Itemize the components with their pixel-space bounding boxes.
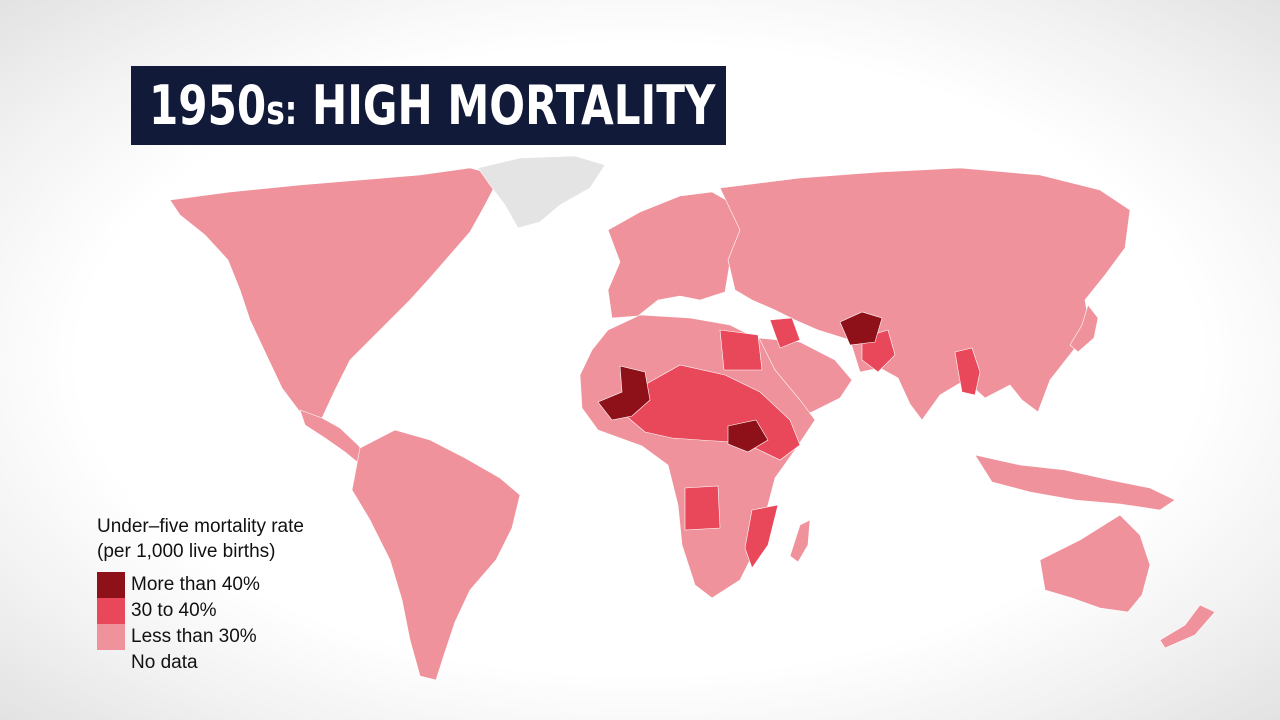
legend-label-high: More than 40%: [131, 574, 260, 595]
region-angola[interactable]: [684, 485, 721, 531]
legend-item-low: Less than 30%: [97, 624, 397, 650]
title-headline: HIGH MORTALITY: [311, 74, 716, 137]
region-madagascar[interactable]: [789, 519, 811, 563]
region-russia-asia[interactable]: [719, 167, 1131, 421]
legend-item-high: More than 40%: [97, 572, 397, 598]
region-south-america[interactable]: [351, 429, 521, 681]
region-australia[interactable]: [1039, 514, 1151, 613]
legend-items: More than 40% 30 to 40% Less than 30% No…: [97, 572, 397, 676]
legend-title-line2: (per 1,000 live births): [97, 541, 276, 562]
legend-swatch-nodata: [97, 650, 125, 676]
region-greenland[interactable]: [477, 155, 606, 229]
region-egypt[interactable]: [719, 329, 763, 371]
legend-item-mid: 30 to 40%: [97, 598, 397, 624]
legend-item-nodata: No data: [97, 650, 397, 676]
legend-title-line1: Under–five mortality rate: [97, 516, 304, 537]
region-south-sudan[interactable]: [727, 419, 769, 453]
region-se-asia-islands[interactable]: [974, 454, 1176, 511]
region-iraq[interactable]: [769, 317, 801, 349]
title-banner: 1950s: HIGH MORTALITY: [131, 66, 726, 145]
page-title: 1950s: HIGH MORTALITY: [149, 74, 715, 137]
legend-swatch-mid: [97, 598, 125, 624]
region-japan[interactable]: [1069, 304, 1099, 353]
map-legend: Under–five mortality rate (per 1,000 liv…: [97, 514, 397, 676]
region-myanmar[interactable]: [954, 347, 981, 396]
region-afghanistan[interactable]: [839, 311, 883, 346]
legend-label-mid: 30 to 40%: [131, 600, 217, 621]
region-north-america[interactable]: [169, 167, 501, 419]
legend-swatch-high: [97, 572, 125, 598]
region-new-zealand[interactable]: [1159, 604, 1216, 649]
title-year: 1950: [149, 74, 267, 137]
title-year-suffix: s:: [266, 88, 298, 134]
legend-label-low: Less than 30%: [131, 626, 257, 647]
region-mali[interactable]: [597, 365, 651, 421]
legend-label-nodata: No data: [131, 652, 198, 673]
region-europe[interactable]: [607, 191, 743, 319]
region-mozambique[interactable]: [744, 504, 779, 569]
legend-swatch-low: [97, 624, 125, 650]
